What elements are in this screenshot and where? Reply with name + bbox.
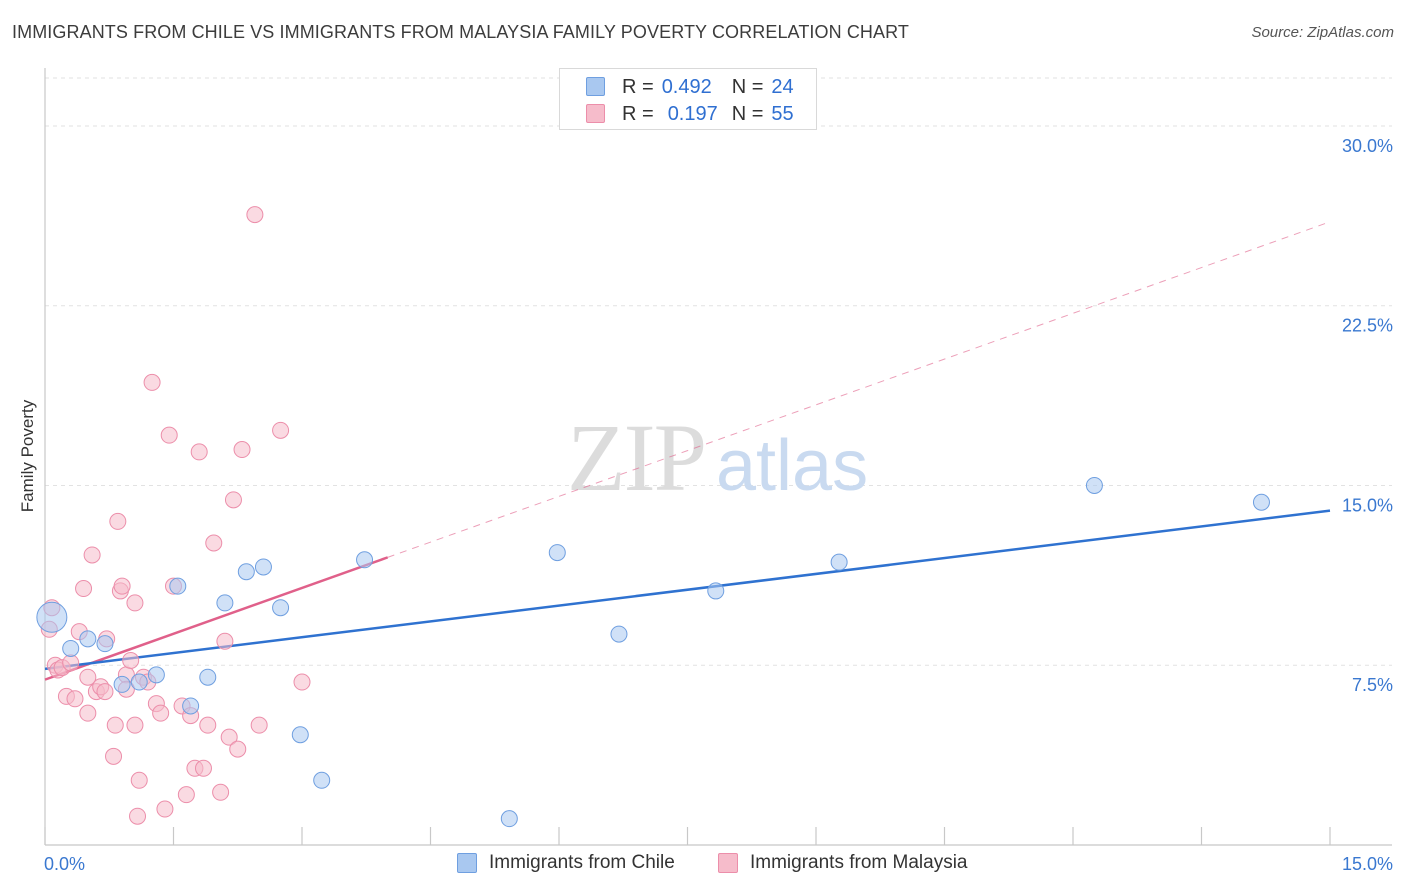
malaysia-r-label: R = [622,102,654,125]
source-label: Source: ZipAtlas.com [1251,24,1394,41]
legend-malaysia-label: Immigrants from Malaysia [750,852,968,873]
malaysia-point [199,716,217,734]
malaysia-point [177,786,195,804]
chile-point [237,563,255,581]
legend-malaysia-swatch [718,853,738,873]
malaysia-point [194,759,212,777]
legend-item-chile[interactable]: Immigrants from Chile [457,852,675,874]
malaysia-point [250,716,268,734]
malaysia-point [66,690,84,708]
malaysia-n-value: 55 [771,102,794,125]
axis-layer [44,68,1392,846]
malaysia-point [113,577,131,595]
stats-row-chile: R = 0.492 N = 24 [586,75,794,99]
chile-point [1252,493,1270,511]
malaysia-point [106,716,124,734]
malaysia-point [293,673,311,691]
watermark-atlas: atlas [716,426,868,506]
malaysia-point [130,771,148,789]
legend-item-malaysia[interactable]: Immigrants from Malaysia [718,852,968,874]
malaysia-point [160,426,178,444]
watermark-zip: ZIP [567,404,705,511]
chile-n-value: 24 [771,75,794,98]
chile-point [79,630,97,648]
chile-point [313,771,331,789]
malaysia-trend-line [44,556,389,681]
malaysia-point [224,491,242,509]
chile-point [548,544,566,562]
malaysia-point [272,421,290,439]
chile-trend-line [44,509,1331,671]
chart-title: IMMIGRANTS FROM CHILE VS IMMIGRANTS FROM… [12,22,909,42]
chile-point [707,582,725,600]
chile-point [36,601,68,633]
chile-point [113,675,131,693]
chile-point [182,697,200,715]
legend-chile-swatch [457,853,477,873]
malaysia-point [246,206,264,224]
malaysia-swatch [586,104,605,123]
y-tick-label: 15.0% [1342,495,1393,515]
malaysia-point [83,546,101,564]
malaysia-trend-extension [387,221,1331,558]
chile-point [356,551,374,569]
y-tick-label: 22.5% [1342,316,1393,336]
malaysia-point [105,747,123,765]
malaysia-point [126,594,144,612]
chile-point [254,558,272,576]
malaysia-point [205,534,223,552]
chile-r-value: 0.492 [661,75,712,98]
malaysia-point [79,704,97,722]
malaysia-point [126,716,144,734]
malaysia-point [109,512,127,530]
malaysia-point [143,373,161,391]
legend-chile-label: Immigrants from Chile [489,852,675,873]
chile-point [500,810,518,828]
malaysia-point [62,654,80,672]
malaysia-point [96,683,114,701]
malaysia-point [216,632,234,650]
stats-row-malaysia: R = 0.197 N = 55 [586,102,794,126]
malaysia-point [229,740,247,758]
chile-n-label: N = [731,75,764,98]
chile-point [147,666,165,684]
chile-point [216,594,234,612]
x-tick-label: 15.0% [1342,854,1393,874]
tick-label-layer: 7.5% 15.0% 22.5% 30.0% 0.0% 15.0% [44,136,1393,874]
malaysia-point [212,783,230,801]
malaysia-point [156,800,174,818]
chile-point [130,673,148,691]
point-layer [36,206,1270,828]
chile-point [199,668,217,686]
x-tick-label: 0.0% [44,854,85,874]
malaysia-point [220,728,238,746]
malaysia-point [233,441,251,459]
chile-point [62,639,80,657]
chile-swatch [586,77,605,96]
malaysia-r-value: 0.197 [667,102,718,125]
malaysia-point [129,807,147,825]
chile-point [272,599,290,617]
malaysia-point [152,704,170,722]
malaysia-point [75,580,93,598]
chile-point [96,635,114,653]
malaysia-point [122,651,140,669]
chile-point [169,577,187,595]
chile-point [610,625,628,643]
chile-point [291,726,309,744]
chile-point [1085,476,1103,494]
y-tick-label: 30.0% [1342,136,1393,156]
chile-r-label: R = [622,75,654,98]
chile-point [830,553,848,571]
trend-layer [44,221,1331,681]
y-tick-label: 7.5% [1352,675,1393,695]
malaysia-point [190,443,208,461]
malaysia-n-label: N = [731,102,764,125]
correlation-stats-box: R = 0.492 N = 24 R = 0.197 N = 55 [559,68,817,130]
malaysia-point [79,668,97,686]
